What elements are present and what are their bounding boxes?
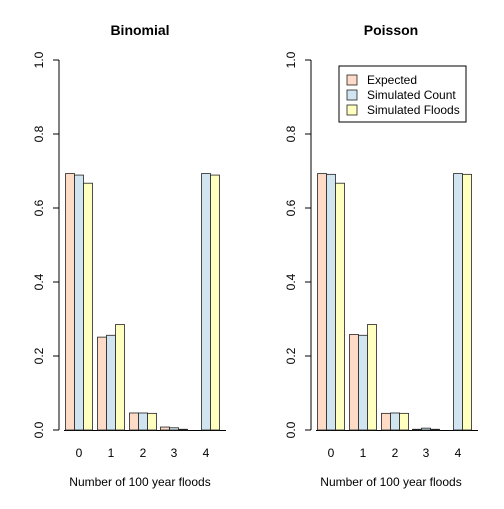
y-tick-label: 0.0 bbox=[284, 421, 298, 438]
x-axis-label: Number of 100 year floods bbox=[320, 475, 461, 489]
x-tick-label: 1 bbox=[360, 446, 367, 460]
x-tick-label: 4 bbox=[455, 446, 462, 460]
bar-simulated-floods-2 bbox=[147, 412, 157, 431]
y-tick-label: 1.0 bbox=[32, 51, 46, 68]
y-tick-label: 1.0 bbox=[284, 51, 298, 68]
legend-swatch bbox=[346, 74, 358, 86]
bar-simulated-count-4 bbox=[201, 173, 211, 431]
bar-simulated-floods-0 bbox=[83, 182, 93, 431]
y-tick-label: 0.6 bbox=[32, 199, 46, 216]
chart-title: Poisson bbox=[364, 22, 418, 38]
x-tick-label: 3 bbox=[423, 446, 430, 460]
bar-simulated-count-1 bbox=[106, 334, 116, 431]
bar-simulated-count-0 bbox=[74, 174, 84, 431]
x-tick-label: 0 bbox=[76, 446, 83, 460]
bar-simulated-count-1 bbox=[358, 334, 368, 431]
bar-expected-1 bbox=[97, 336, 107, 431]
bar-expected-3 bbox=[412, 428, 422, 431]
bar-expected-2 bbox=[129, 412, 139, 431]
y-tick-label: 0.8 bbox=[32, 125, 46, 142]
chart-panel-0: Binomial 0.0 0.2 0.4 0.6 0.8 1.0 0 1 2 3 4 Number of… bbox=[32, 22, 226, 489]
bar-simulated-floods-4 bbox=[462, 173, 472, 431]
bar-simulated-floods-4 bbox=[210, 174, 220, 431]
bar-expected-2 bbox=[381, 412, 391, 431]
x-axis-label: Number of 100 year floods bbox=[69, 475, 210, 489]
legend-swatch bbox=[346, 89, 358, 101]
bar-simulated-count-0 bbox=[326, 173, 336, 431]
bar-simulated-floods-1 bbox=[367, 324, 377, 431]
x-tick-label: 3 bbox=[171, 446, 178, 460]
x-tick-label: 2 bbox=[140, 446, 147, 460]
y-tick-label: 0.2 bbox=[284, 347, 298, 364]
bar-simulated-count-2 bbox=[138, 412, 148, 431]
legend-label: Simulated Floods bbox=[367, 103, 460, 117]
legend-label: Expected bbox=[367, 73, 417, 87]
bar-simulated-count-4 bbox=[453, 173, 463, 431]
bar-simulated-floods-2 bbox=[399, 412, 409, 431]
x-tick-label: 0 bbox=[328, 446, 335, 460]
x-tick-label: 1 bbox=[108, 446, 115, 460]
bar-simulated-count-3 bbox=[421, 427, 431, 431]
bar-expected-3 bbox=[160, 426, 170, 431]
bar-simulated-floods-3 bbox=[178, 428, 188, 431]
bar-expected-1 bbox=[349, 334, 359, 431]
x-tick-label: 4 bbox=[203, 446, 210, 460]
y-tick-label: 0.4 bbox=[284, 273, 298, 290]
y-tick-label: 0.2 bbox=[32, 347, 46, 364]
chart-panel-1: Poisson 0.0 0.2 0.4 0.6 0.8 1.0 0 1 2 3 4 Number of … bbox=[284, 22, 478, 489]
legend-swatch bbox=[346, 104, 358, 116]
bar-simulated-floods-3 bbox=[430, 428, 440, 431]
bar-simulated-floods-1 bbox=[115, 324, 125, 431]
y-tick-label: 0.6 bbox=[284, 199, 298, 216]
bar-simulated-count-2 bbox=[390, 412, 400, 431]
bar-simulated-floods-0 bbox=[335, 182, 345, 431]
legend-box bbox=[338, 65, 467, 123]
x-tick-label: 2 bbox=[392, 446, 399, 460]
bar-expected-0 bbox=[65, 173, 75, 431]
y-tick-label: 0.4 bbox=[32, 273, 46, 290]
y-tick-label: 0.8 bbox=[284, 125, 298, 142]
legend-label: Simulated Count bbox=[367, 88, 456, 102]
y-tick-label: 0.0 bbox=[32, 421, 46, 438]
chart-title: Binomial bbox=[110, 22, 169, 38]
bar-expected-0 bbox=[317, 173, 327, 431]
bar-simulated-count-3 bbox=[169, 427, 179, 431]
